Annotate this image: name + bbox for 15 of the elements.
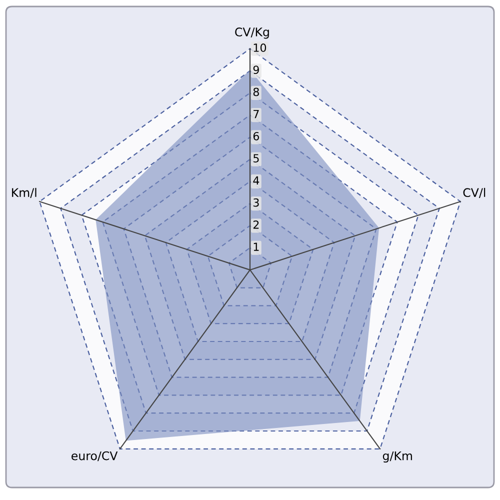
y-tick-label: 8 [253,88,259,96]
spoke-label: Km/l [12,188,36,198]
y-tick-label: 4 [253,176,260,184]
y-tick-label: 2 [253,220,259,229]
spoke-label: CV/Kg [235,28,269,39]
spoke-label: CV/l [463,188,486,198]
y-tick-label: 10 [254,43,266,52]
y-tick-label: 5 [254,154,259,163]
y-tick-label: 1 [254,242,259,251]
spoke-label: g/Km [382,451,412,463]
y-tick-label: 6 [253,132,260,140]
spoke-label: euro/CV [72,451,118,462]
y-tick-label: 3 [254,198,259,207]
y-tick-label: 9 [253,66,259,74]
y-tick-label: 7 [254,110,259,118]
